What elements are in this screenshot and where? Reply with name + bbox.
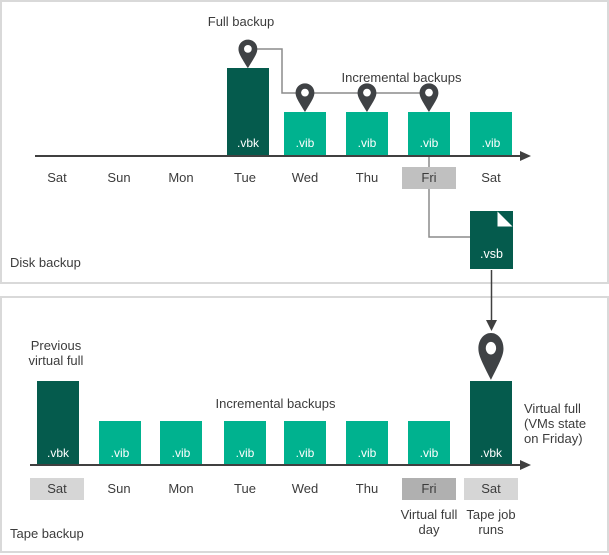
tape-panel-title: Tape backup bbox=[10, 526, 84, 541]
day-label-fri-disk-highlighted: Fri bbox=[402, 167, 456, 189]
backup-bar-incr-fri: .vib bbox=[408, 112, 450, 155]
bar-file-label: .vbk bbox=[236, 136, 259, 150]
bar-file-label: .vib bbox=[357, 136, 377, 150]
tape-bar-full-sat1: .vbk bbox=[37, 381, 79, 465]
tape-bar-incr-sun: .vib bbox=[99, 421, 141, 465]
bar-file-label: .vib bbox=[419, 136, 439, 150]
incremental-backups-label-disk: Incremental backups bbox=[341, 70, 462, 85]
tape-bar-incr-wed: .vib bbox=[284, 421, 326, 465]
day-label-mon-tape: Mon bbox=[168, 481, 194, 496]
day-label-sat1-disk: Sat bbox=[47, 170, 67, 185]
day-label-wed-disk: Wed bbox=[291, 170, 319, 185]
day-label-sun-disk: Sun bbox=[107, 170, 131, 185]
day-label-sun-tape: Sun bbox=[107, 481, 131, 496]
tape-bar-incr-thu: .vib bbox=[346, 421, 388, 465]
bar-file-label: .vbk bbox=[479, 446, 502, 460]
bar-file-label: .vib bbox=[481, 136, 501, 150]
day-label-tue-disk: Tue bbox=[234, 170, 256, 185]
tape-bar-incr-fri: .vib bbox=[408, 421, 450, 465]
bar-file-label: .vib bbox=[419, 446, 439, 460]
day-label-wed-tape: Wed bbox=[291, 481, 319, 496]
tape-bar-incr-mon: .vib bbox=[160, 421, 202, 465]
tape-backup-panel bbox=[0, 296, 609, 553]
bar-file-label: .vib bbox=[110, 446, 130, 460]
tape-bar-incr-tue: .vib bbox=[224, 421, 266, 465]
tape-job-runs-label: Tape job runs bbox=[466, 507, 516, 537]
day-label-sat2-tape-highlighted: Sat bbox=[464, 478, 518, 500]
bar-file-label: .vib bbox=[295, 136, 315, 150]
day-label-tue-tape: Tue bbox=[234, 481, 256, 496]
bar-file-label: .vib bbox=[171, 446, 191, 460]
bar-file-label: .vib bbox=[357, 446, 377, 460]
day-label-sat2-disk: Sat bbox=[481, 170, 501, 185]
day-label-thu-disk: Thu bbox=[355, 170, 379, 185]
incremental-backups-label-tape: Incremental backups bbox=[215, 396, 336, 411]
disk-panel-title: Disk backup bbox=[10, 255, 81, 270]
day-label-thu-tape: Thu bbox=[355, 481, 379, 496]
tape-bar-full-sat2: .vbk bbox=[470, 381, 512, 465]
day-label-sat1-tape-highlighted: Sat bbox=[30, 478, 84, 500]
backup-bar-incr-sat: .vib bbox=[470, 112, 512, 155]
day-label-fri-tape-highlighted: Fri bbox=[402, 478, 456, 500]
virtual-full-day-label: Virtual full day bbox=[400, 507, 458, 537]
day-label-mon-disk: Mon bbox=[168, 170, 194, 185]
full-backup-label: Full backup bbox=[207, 14, 275, 29]
backup-bar-incr-thu: .vib bbox=[346, 112, 388, 155]
previous-virtual-full-label: Previous virtual full bbox=[28, 338, 84, 368]
disk-backup-panel bbox=[0, 0, 609, 284]
backup-bar-full-tue: .vbk bbox=[227, 68, 269, 155]
bar-file-label: .vbk bbox=[46, 446, 69, 460]
backup-bar-incr-wed: .vib bbox=[284, 112, 326, 155]
bar-file-label: .vib bbox=[295, 446, 315, 460]
bar-file-label: .vib bbox=[235, 446, 255, 460]
virtual-full-note: Virtual full (VMs state on Friday) bbox=[524, 401, 587, 446]
